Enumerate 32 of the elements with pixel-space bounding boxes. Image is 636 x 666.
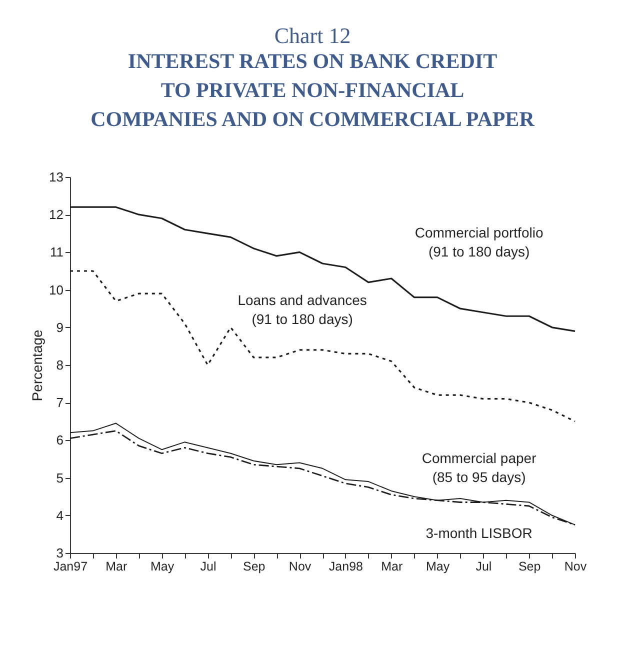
y-tick-label: 8 — [56, 358, 64, 372]
text: Commercial portfolio (91 to 180 days) — [414, 224, 544, 260]
x-tick-label: Jan97 — [53, 560, 88, 574]
y-tick-label: 10 — [49, 282, 64, 298]
x-tick-label: Sep — [518, 560, 541, 574]
y-tick-label: 5 — [56, 470, 64, 486]
series-label: 3-month LISBOR — [426, 525, 532, 542]
y-tick-label: 11 — [50, 244, 64, 260]
y-axis-title: Percentage — [29, 329, 46, 402]
x-tick-label: Nov — [288, 560, 312, 574]
y-tick-label: 6 — [56, 432, 64, 448]
series-label: Loans and advances (91 to 180 days) — [238, 292, 367, 328]
line-series — [69, 206, 576, 332]
x-tick-label: Jul — [476, 560, 492, 574]
x-tick-label: May — [426, 560, 450, 574]
y-tick-label: 9 — [56, 320, 64, 335]
x-tick-label: Mar — [381, 560, 403, 574]
y-tick-label: 4 — [56, 508, 64, 523]
x-tick-label: May — [150, 560, 175, 574]
x-tick-label: Jul — [200, 560, 216, 574]
chart-subtitle: INTEREST RATES ON BANK CREDIT TO PRIVATE NON-FINANCIAL COMPANIES AND ON COMMERCIAL PAPER — [90, 49, 536, 131]
y-tick-label: 3 — [56, 546, 64, 560]
line-series — [69, 270, 576, 422]
x-tick-label: Mar — [106, 560, 128, 574]
y-tick-label: 13 — [49, 170, 64, 184]
y-tick-label: 7 — [56, 395, 64, 410]
x-tick-label: Sep — [243, 560, 266, 574]
x-tick-label: Nov — [564, 560, 588, 574]
y-tick-label: 12 — [49, 207, 64, 222]
series-label: Commercial paper (85 to 95 days) — [422, 450, 537, 485]
chart-title: Chart 12 — [274, 23, 351, 48]
x-tick-label: Jan98 — [328, 560, 364, 574]
